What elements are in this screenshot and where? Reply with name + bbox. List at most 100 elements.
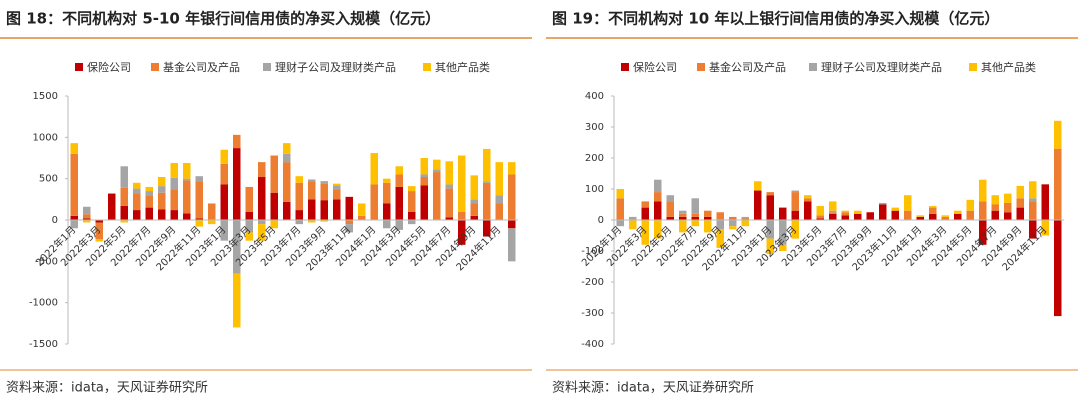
bar-segment (233, 220, 241, 274)
bar-segment (408, 211, 416, 220)
bar-segment (145, 195, 153, 208)
legend-label: 其他产品类 (435, 60, 490, 74)
bar-segment (629, 216, 637, 220)
bar-segment (616, 198, 624, 220)
bar-segment (358, 203, 366, 216)
bar-segment (333, 183, 341, 186)
bar-segment (641, 201, 649, 208)
bar-segment (133, 193, 141, 211)
bar-segment (195, 220, 203, 227)
bar-segment (1054, 120, 1062, 149)
bar-segment (704, 210, 712, 217)
bar-segment (979, 220, 987, 245)
bar-segment (233, 273, 241, 328)
bar-segment (754, 190, 762, 220)
bar-segment (408, 220, 416, 225)
bar-segment (345, 224, 353, 233)
legend-label: 基金公司及产品 (163, 60, 240, 74)
bar-segment (779, 207, 787, 220)
bar-segment (641, 220, 649, 245)
bar-segment (654, 220, 662, 239)
bar-segment (308, 220, 316, 223)
bar-segment (433, 172, 441, 220)
bar-segment (145, 207, 153, 220)
bar-segment (629, 220, 637, 230)
bar-segment (804, 198, 812, 202)
bar-segment (345, 220, 353, 225)
bar-segment (295, 210, 303, 220)
bar-segment (891, 207, 899, 211)
bar-segment (754, 181, 762, 191)
bar-segment (258, 177, 266, 220)
bar-segment (495, 203, 503, 220)
bar-segment (904, 210, 912, 220)
bar-segment (879, 204, 887, 220)
bar-segment (383, 203, 391, 220)
bar-segment (829, 212, 837, 214)
bar-segment (791, 190, 799, 193)
bar-segment (1041, 184, 1049, 220)
legend-label: 理财子公司及理财类产品 (275, 60, 396, 74)
y-tick-label: 100 (585, 184, 604, 195)
bar-segment (158, 209, 166, 220)
bar-segment (854, 213, 862, 220)
bar-segment (320, 181, 328, 184)
bar-segment (95, 239, 103, 242)
bar-segment (183, 180, 191, 214)
bar-segment (495, 162, 503, 196)
bar-segment (841, 212, 849, 216)
bar-segment (816, 218, 824, 220)
bar-segment (791, 192, 799, 211)
bar-segment (841, 215, 849, 220)
bar-segment (816, 206, 824, 216)
bar-segment (420, 177, 428, 186)
bar-segment (145, 186, 153, 192)
legend-label: 其他产品类 (981, 60, 1036, 74)
bar-segment (170, 177, 178, 190)
bar-segment (158, 192, 166, 210)
bar-segment (991, 204, 999, 211)
y-tick-label: 1500 (33, 91, 58, 102)
bar-segment (308, 199, 316, 220)
bar-segment (333, 185, 341, 190)
bar-segment (508, 174, 516, 220)
bar-segment (245, 211, 253, 220)
y-tick-label: 500 (39, 174, 58, 185)
bar-segment (766, 192, 774, 196)
bar-segment (483, 181, 491, 183)
y-tick-label: 0 (52, 215, 58, 226)
bar-segment (741, 216, 749, 219)
bar-segment (729, 220, 737, 227)
bar-segment (654, 201, 662, 220)
bar-segment (716, 220, 724, 230)
bar-segment (245, 186, 253, 212)
bar-segment (220, 163, 228, 185)
bar-segment (333, 189, 341, 200)
bar-segment (395, 174, 403, 187)
bar-segment (483, 220, 491, 237)
bar-segment (83, 220, 91, 223)
legend-label: 理财子公司及理财类产品 (821, 60, 942, 74)
bar-segment (383, 178, 391, 183)
bar-segment (1004, 193, 1012, 203)
bar-segment (654, 192, 662, 202)
bar-segment (779, 244, 787, 251)
bar-segment (445, 217, 453, 220)
legend-swatch (423, 63, 431, 71)
bar-segment (120, 205, 128, 220)
bar-segment (1054, 148, 1062, 220)
bar-segment (991, 195, 999, 205)
bar-segment (791, 220, 799, 239)
bar-segment (470, 203, 478, 216)
bar-segment (208, 203, 216, 220)
bar-segment (258, 162, 266, 178)
bar-segment (270, 155, 278, 193)
bar-segment (1016, 198, 1024, 208)
bar-segment (108, 193, 116, 220)
bar-segment (716, 229, 724, 248)
bar-segment (616, 189, 624, 199)
bar-segment (666, 216, 674, 220)
bar-segment (691, 220, 699, 227)
bar-segment (433, 159, 441, 170)
bar-segment (220, 220, 228, 241)
